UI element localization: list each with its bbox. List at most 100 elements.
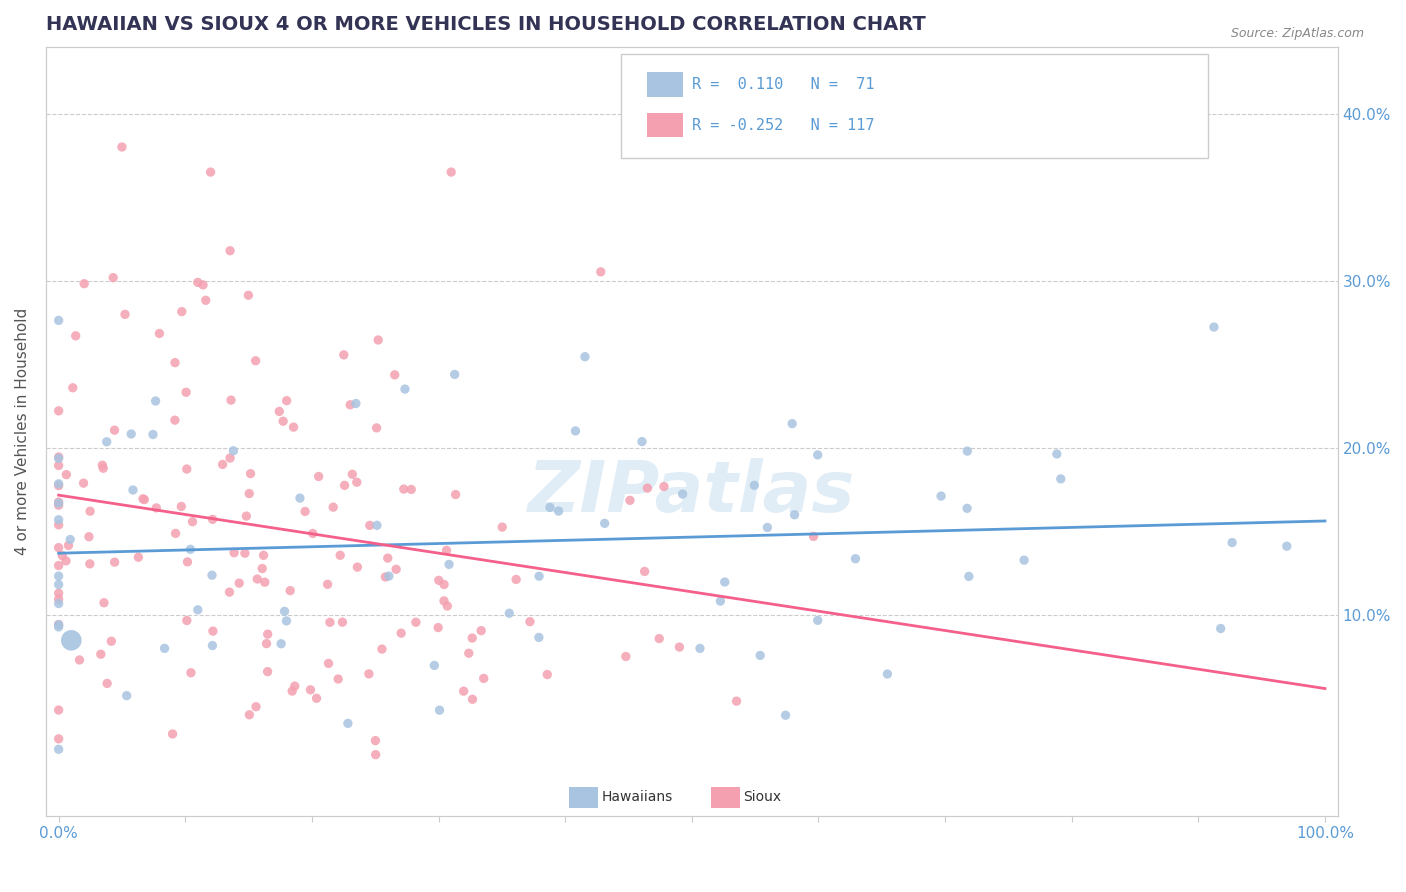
Point (48, 703, 70, 717)
Point (671, 487, 693, 501)
Point (318, 657, 340, 671)
Text: Hawaiians: Hawaiians (602, 789, 672, 804)
Point (176, 555, 198, 569)
Point (519, 615, 541, 629)
Point (844, 551, 866, 566)
Point (1046, 447, 1069, 461)
Point (1049, 472, 1071, 486)
Point (333, 348, 356, 362)
Point (48, 313, 70, 327)
Point (48, 541, 70, 555)
Point (1275, 539, 1298, 553)
Point (252, 561, 274, 575)
Point (90, 647, 112, 661)
Point (443, 368, 465, 382)
Point (433, 594, 456, 608)
Point (453, 684, 475, 698)
Point (48, 450, 70, 464)
Point (58, 538, 80, 552)
Point (756, 520, 779, 534)
Point (73, 277, 96, 291)
Point (392, 482, 415, 496)
Point (1220, 535, 1243, 549)
Point (48, 513, 70, 527)
Point (148, 326, 170, 341)
Bar (647, 112, 683, 137)
Point (48, 597, 70, 611)
Point (256, 637, 278, 651)
Point (48, 620, 70, 634)
Point (367, 333, 389, 347)
Point (201, 639, 224, 653)
Point (498, 606, 520, 620)
Text: Sioux: Sioux (744, 789, 782, 804)
Point (69, 653, 91, 667)
Point (378, 569, 401, 583)
Point (246, 572, 269, 586)
Point (319, 615, 342, 630)
Point (91, 461, 114, 475)
Point (219, 450, 242, 465)
Point (48, 577, 70, 591)
Point (127, 550, 149, 565)
Point (134, 492, 156, 507)
Point (48, 496, 70, 510)
Point (200, 165, 222, 179)
Point (191, 277, 214, 292)
Point (122, 483, 145, 497)
Point (377, 551, 399, 566)
Point (48, 451, 70, 466)
Text: ZIPatlas: ZIPatlas (529, 458, 855, 527)
Point (48, 478, 70, 492)
Point (96, 676, 118, 690)
Point (427, 574, 450, 588)
Point (239, 467, 262, 481)
Point (346, 560, 368, 574)
Point (132, 491, 155, 506)
Point (103, 423, 125, 437)
Point (668, 640, 690, 654)
Point (1209, 622, 1232, 636)
Point (233, 546, 256, 560)
Point (725, 694, 748, 708)
Point (219, 244, 242, 258)
Point (366, 518, 388, 533)
Point (72, 476, 94, 491)
Point (48, 476, 70, 491)
Point (709, 594, 731, 608)
Point (179, 542, 201, 557)
Point (384, 368, 406, 382)
Point (283, 420, 305, 434)
Bar (647, 72, 683, 96)
Bar (569, 787, 598, 808)
Point (423, 658, 446, 673)
Point (59, 533, 82, 547)
Point (96, 434, 118, 449)
Point (252, 549, 274, 563)
Point (344, 396, 367, 410)
Point (48, 617, 70, 632)
Point (273, 604, 295, 618)
Point (48, 742, 70, 756)
Point (429, 703, 451, 717)
Point (342, 467, 364, 482)
Point (956, 501, 979, 516)
Point (359, 518, 381, 533)
Point (461, 692, 484, 706)
Point (211, 458, 233, 472)
Point (956, 444, 979, 458)
Point (91, 458, 114, 472)
Point (201, 568, 224, 582)
Point (269, 404, 291, 418)
Y-axis label: 4 or more Vehicles in Household: 4 or more Vehicles in Household (15, 308, 30, 555)
Point (111, 140, 134, 154)
Point (364, 747, 387, 762)
Point (153, 641, 176, 656)
Point (238, 707, 260, 722)
Point (201, 624, 224, 639)
Point (51, 549, 73, 563)
Point (593, 516, 616, 531)
Point (120, 427, 142, 442)
Point (357, 666, 380, 681)
Point (689, 641, 711, 656)
